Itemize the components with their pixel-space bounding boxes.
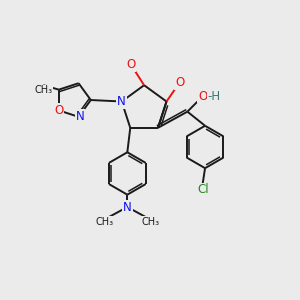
Text: O: O [198,90,207,103]
Text: CH₃: CH₃ [34,85,52,95]
Text: -H: -H [207,90,220,103]
Text: O: O [126,58,136,71]
Text: CH₃: CH₃ [95,217,113,227]
Text: N: N [76,110,84,123]
Text: N: N [117,95,126,108]
Text: N: N [123,200,132,214]
Text: Cl: Cl [197,184,208,196]
Text: O: O [54,104,64,117]
Text: O: O [175,76,184,89]
Text: CH₃: CH₃ [141,217,159,227]
